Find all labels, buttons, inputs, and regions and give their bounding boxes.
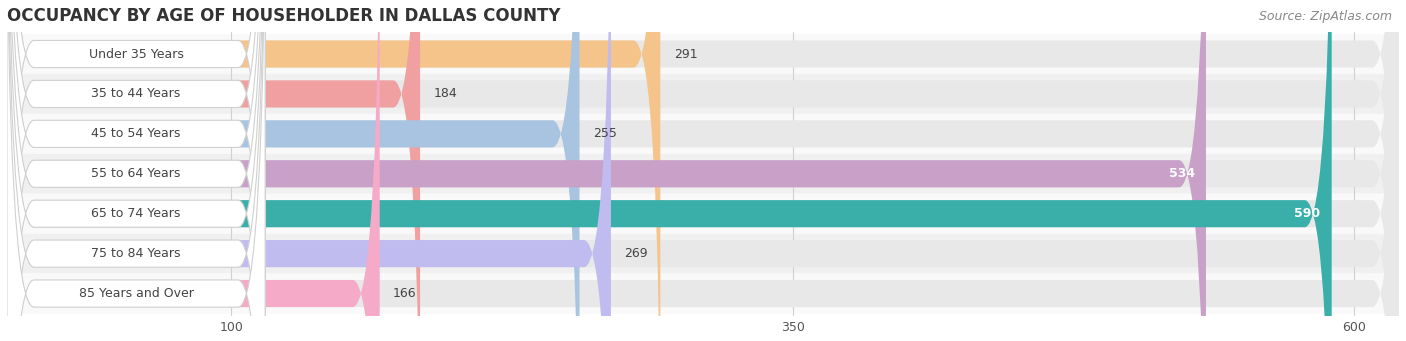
- FancyBboxPatch shape: [7, 0, 612, 341]
- FancyBboxPatch shape: [7, 0, 266, 341]
- Text: Source: ZipAtlas.com: Source: ZipAtlas.com: [1258, 10, 1392, 23]
- FancyBboxPatch shape: [7, 0, 266, 341]
- FancyBboxPatch shape: [7, 0, 661, 341]
- FancyBboxPatch shape: [7, 0, 579, 341]
- FancyBboxPatch shape: [7, 0, 266, 341]
- FancyBboxPatch shape: [7, 154, 1399, 194]
- Text: 166: 166: [394, 287, 416, 300]
- FancyBboxPatch shape: [7, 0, 1399, 341]
- FancyBboxPatch shape: [7, 0, 1331, 341]
- Text: 45 to 54 Years: 45 to 54 Years: [91, 127, 181, 140]
- FancyBboxPatch shape: [7, 0, 266, 341]
- Text: 65 to 74 Years: 65 to 74 Years: [91, 207, 181, 220]
- FancyBboxPatch shape: [7, 0, 380, 341]
- Text: OCCUPANCY BY AGE OF HOUSEHOLDER IN DALLAS COUNTY: OCCUPANCY BY AGE OF HOUSEHOLDER IN DALLA…: [7, 7, 561, 25]
- Text: Under 35 Years: Under 35 Years: [89, 47, 184, 60]
- Text: 269: 269: [624, 247, 648, 260]
- Text: 85 Years and Over: 85 Years and Over: [79, 287, 194, 300]
- Text: 184: 184: [433, 87, 457, 101]
- FancyBboxPatch shape: [7, 34, 1399, 74]
- FancyBboxPatch shape: [7, 0, 266, 341]
- FancyBboxPatch shape: [7, 0, 420, 341]
- FancyBboxPatch shape: [7, 0, 1399, 341]
- FancyBboxPatch shape: [7, 0, 1399, 341]
- Text: 55 to 64 Years: 55 to 64 Years: [91, 167, 181, 180]
- FancyBboxPatch shape: [7, 0, 1399, 341]
- FancyBboxPatch shape: [7, 114, 1399, 154]
- Text: 35 to 44 Years: 35 to 44 Years: [91, 87, 181, 101]
- FancyBboxPatch shape: [7, 0, 266, 341]
- FancyBboxPatch shape: [7, 0, 1399, 341]
- FancyBboxPatch shape: [7, 0, 1399, 341]
- FancyBboxPatch shape: [7, 0, 1399, 341]
- FancyBboxPatch shape: [7, 0, 1206, 341]
- Text: 255: 255: [593, 127, 617, 140]
- FancyBboxPatch shape: [7, 0, 266, 341]
- FancyBboxPatch shape: [7, 194, 1399, 234]
- Text: 75 to 84 Years: 75 to 84 Years: [91, 247, 181, 260]
- FancyBboxPatch shape: [7, 273, 1399, 313]
- FancyBboxPatch shape: [7, 74, 1399, 114]
- FancyBboxPatch shape: [7, 234, 1399, 273]
- Text: 590: 590: [1295, 207, 1320, 220]
- Text: 534: 534: [1168, 167, 1195, 180]
- Text: 291: 291: [673, 47, 697, 60]
